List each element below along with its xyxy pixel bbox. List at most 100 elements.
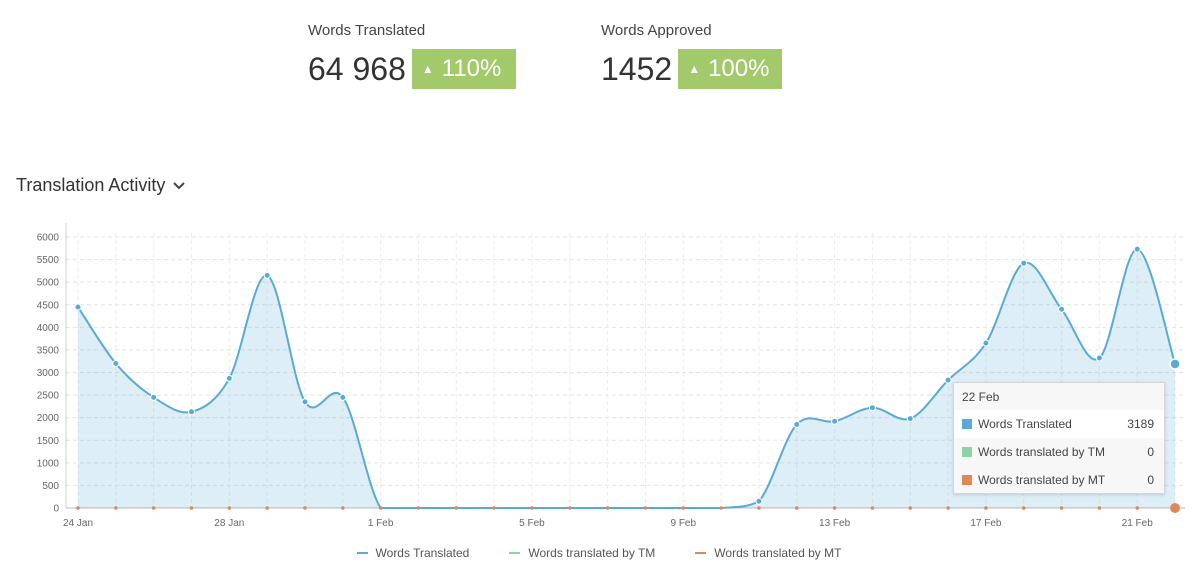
data-point	[187, 408, 195, 416]
y-tick-label: 2500	[37, 391, 60, 402]
y-axis-ticks: 0 500 1000 1500 2000 2500 3000 3500 4000 4500 5000…	[37, 233, 60, 515]
y-tick-label: 5000	[37, 278, 60, 289]
data-point	[112, 359, 120, 367]
mt-data-point	[227, 506, 232, 510]
mt-data-point	[114, 506, 118, 510]
data-point	[1169, 358, 1181, 370]
change-value: 100%	[708, 55, 770, 82]
x-tick-label: 24 Jan	[63, 518, 93, 529]
y-tick-label: 4500	[37, 300, 60, 311]
legend-label: Words Translated	[375, 546, 470, 560]
y-tick-label: 0	[53, 504, 59, 515]
tooltip-series-value: 0	[1147, 445, 1154, 459]
legend-item-mt[interactable]: Words translated by MT	[695, 546, 841, 560]
data-point	[1133, 245, 1141, 253]
x-tick-label: 5 Feb	[519, 518, 545, 529]
mt-data-point	[416, 506, 421, 510]
tooltip-row: Words translated by MT 0	[954, 466, 1164, 494]
mt-data-point	[719, 506, 723, 510]
legend-item-tm[interactable]: Words translated by TM	[509, 546, 655, 560]
legend-line	[695, 552, 707, 554]
mt-data-point	[984, 506, 988, 510]
mt-data-point	[643, 506, 648, 510]
data-point	[339, 393, 347, 401]
words-translated-area	[78, 249, 1176, 508]
data-points	[74, 245, 1181, 505]
y-tick-label: 6000	[37, 233, 60, 244]
x-tick-label: 28 Jan	[214, 518, 244, 529]
section-title-dropdown[interactable]: Translation Activity	[16, 175, 186, 196]
mt-data-point	[530, 506, 534, 510]
tooltip-series-name: Words Translated	[978, 417, 1072, 431]
chevron-down-icon	[173, 177, 186, 193]
y-tick-label: 2000	[37, 413, 60, 424]
translation-activity-chart: 0 500 1000 1500 2000 2500 3000 3500 4000 4500 5000…	[37, 223, 1185, 529]
mt-data-point	[341, 506, 345, 510]
stat-value: 64 968	[308, 50, 406, 87]
mt-data-point	[681, 506, 686, 510]
tooltip-row: Words translated by TM 0	[954, 438, 1164, 466]
stat-label: Words Translated	[308, 22, 426, 39]
section-title: Translation Activity	[16, 175, 166, 195]
data-point	[944, 376, 952, 384]
data-point	[150, 393, 158, 401]
stat-label: Words Approved	[601, 22, 712, 39]
y-tick-label: 1000	[37, 458, 60, 469]
data-point	[755, 497, 763, 505]
mt-data-point	[1170, 503, 1181, 513]
data-point	[263, 271, 271, 279]
x-tick-label: 9 Feb	[670, 518, 696, 529]
y-tick-label: 500	[42, 481, 59, 492]
tooltip-row: Words Translated 3189	[954, 410, 1164, 438]
data-point	[1095, 354, 1103, 362]
tooltip-series-name: Words translated by TM	[978, 445, 1105, 459]
tooltip-series-name: Words translated by MT	[978, 473, 1106, 487]
data-point	[982, 339, 990, 347]
mt-data-point	[76, 506, 80, 510]
mt-data-point	[794, 506, 799, 510]
data-point	[1058, 305, 1066, 313]
legend-swatch	[962, 447, 972, 457]
data-point	[831, 417, 839, 425]
change-badge: ▲ 100%	[678, 49, 783, 89]
mt-data-point	[1135, 506, 1140, 510]
x-tick-label: 1 Feb	[368, 518, 394, 529]
data-point	[225, 374, 233, 382]
y-tick-label: 4000	[37, 323, 60, 334]
mt-data-point	[492, 506, 496, 510]
mt-data-point	[303, 506, 307, 510]
mt-data-point	[265, 506, 269, 510]
mt-data-point	[1097, 506, 1102, 510]
y-tick-label: 3000	[37, 368, 60, 379]
y-tick-label: 3500	[37, 345, 60, 356]
mt-data-point	[757, 506, 761, 510]
tooltip-series-value: 0	[1147, 473, 1154, 487]
stat-words-approved: Words Approved 1452 ▲ 100%	[601, 22, 783, 89]
mt-data-point	[151, 506, 156, 510]
change-value: 110%	[441, 55, 502, 82]
tm-mt-points	[76, 503, 1181, 513]
x-axis-ticks: 24 Jan 28 Jan 1 Feb 5 Feb 9 Feb 13 Feb 17 Feb 2…	[63, 518, 1153, 529]
change-badge: ▲ 110%	[411, 49, 516, 89]
mt-data-point	[870, 506, 875, 510]
data-point	[906, 415, 914, 423]
stat-words-translated: Words Translated 64 968 ▲ 110%	[308, 22, 516, 89]
legend-swatch	[962, 475, 972, 485]
legend-label: Words translated by TM	[528, 546, 656, 560]
x-tick-label: 21 Feb	[1122, 518, 1154, 529]
mt-data-point	[567, 506, 572, 510]
mt-data-point	[908, 506, 913, 510]
mt-data-point	[1059, 506, 1064, 510]
y-tick-label: 5500	[37, 255, 60, 266]
up-triangle-icon: ▲	[688, 62, 701, 76]
mt-data-point	[1021, 506, 1026, 510]
chart-legend: Words Translated Words translated by TM …	[0, 546, 1198, 560]
legend-label: Words translated by MT	[714, 546, 842, 560]
tooltip-date: 22 Feb	[962, 390, 1000, 404]
x-tick-label: 13 Feb	[819, 518, 851, 529]
legend-swatch	[962, 419, 972, 429]
mt-data-point	[454, 506, 459, 510]
data-point	[1020, 259, 1028, 267]
mt-data-point	[378, 506, 383, 510]
legend-item-translated[interactable]: Words Translated	[356, 546, 470, 560]
